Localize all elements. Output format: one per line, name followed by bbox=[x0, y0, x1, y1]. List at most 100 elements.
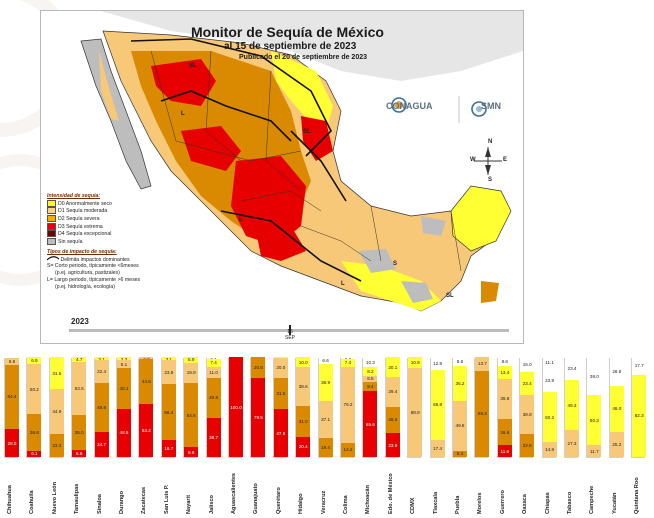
state-name-label: Colima bbox=[343, 495, 349, 514]
bar-segment-d2: 36.8 bbox=[27, 414, 42, 451]
bar-value-label: 26.6 bbox=[388, 417, 398, 423]
bar-segment-d2: 40.8 bbox=[206, 377, 221, 419]
bar-segment-d1: 38.8 bbox=[520, 395, 535, 435]
bar-value-label: 17.7 bbox=[634, 363, 644, 369]
legend-label: D0 Anormalmente seco bbox=[58, 200, 112, 207]
legend-label: Sin sequía bbox=[58, 239, 83, 246]
state-bar: 88.9 10.9 bbox=[407, 357, 423, 458]
bar-value-label: 6.5 bbox=[367, 376, 374, 382]
bar-segment-d0: 10.9 bbox=[408, 357, 423, 369]
state-bar: 16.7 56.4 23.8 3.1 bbox=[160, 357, 176, 458]
bar-value-label: 16.7 bbox=[164, 446, 174, 452]
bar-value-label: 7.4 bbox=[344, 360, 352, 366]
bar-value-label: 20.1 bbox=[388, 364, 398, 370]
bar-segment-d1: 39.8 bbox=[497, 379, 512, 419]
conagua-logo bbox=[391, 97, 407, 113]
bar-value-label: 39.8 bbox=[500, 396, 510, 402]
bar-value-label: 7.4 bbox=[210, 360, 217, 366]
state-name-label: Yucatán bbox=[611, 492, 618, 514]
legend-impact-s: S= Corto periodo, típicamente <6meses bbox=[47, 263, 139, 270]
bar-segment-d1: 6.8 bbox=[5, 357, 19, 365]
bar-segment-d0: 3.1 bbox=[94, 357, 109, 361]
bar-value-label: 3.1 bbox=[98, 357, 105, 361]
state-name-label: Zacatecas bbox=[141, 486, 148, 514]
bar-value-label: 20.4 bbox=[298, 444, 308, 450]
legend-item: Sin sequía bbox=[47, 238, 140, 246]
bar-segment-d0: 7.4 bbox=[341, 359, 355, 367]
bar-value-label: 11.1 bbox=[545, 360, 554, 366]
bar-value-label: 23.4 bbox=[522, 381, 532, 387]
map-title: Monitor de Sequía de México bbox=[191, 24, 384, 40]
bar-value-label: 23.4 bbox=[567, 366, 577, 372]
bar-segment-d0: 20.1 bbox=[385, 357, 400, 378]
bar-value-label: 13.4 bbox=[500, 369, 510, 375]
bar-segment-d0: 31.5 bbox=[49, 357, 64, 389]
bar-value-label: 6.4 bbox=[456, 451, 464, 457]
state-name-label: Sinaloa bbox=[96, 494, 103, 514]
legend-impact-title: Tipos de impacto de sequía: bbox=[47, 248, 117, 255]
timeline-marker: 15 SEP bbox=[285, 329, 295, 341]
bar-segment-none: 10.3 bbox=[363, 357, 378, 368]
compass-w: W bbox=[470, 157, 476, 163]
bar-value-label: 19.9 bbox=[186, 370, 196, 376]
legend-impact-line: Delimita impactos dominantes bbox=[46, 255, 140, 264]
bar-value-label: 38.7 bbox=[209, 435, 219, 441]
bar-value-label: 3.3 bbox=[120, 357, 128, 361]
bar-value-label: 10.9 bbox=[410, 360, 420, 366]
bar-value-label: 2.2 bbox=[341, 357, 355, 359]
bar-segment-d0: 10.0 bbox=[296, 357, 311, 367]
bar-segment-d2: 14.2 bbox=[341, 442, 355, 457]
bar-value-label: 88.9 bbox=[410, 410, 420, 416]
state-bar: 20.4 31.0 38.6 10.0 bbox=[295, 357, 311, 458]
legend-impact-l2: (p.ej. hidrología, ecología) bbox=[55, 283, 115, 290]
bar-segment-d1: 20.0 bbox=[273, 357, 288, 378]
bar-value-label: 0.7 bbox=[274, 357, 288, 358]
bar-segment-d1: 2.3 bbox=[139, 357, 154, 360]
bar-value-label: 82.3 bbox=[634, 413, 644, 419]
state-bar: 65.6 9.4 6.5 8.2 10.3 bbox=[362, 357, 378, 458]
state-name-label: Hidalgo bbox=[298, 493, 305, 514]
bar-value-label: 47.8 bbox=[276, 430, 286, 436]
legend-item: D0 Anormalmente seco bbox=[47, 199, 140, 208]
bar-value-label: 3.1 bbox=[165, 357, 172, 361]
bar-value-label: 2.3 bbox=[139, 357, 153, 359]
bar-value-label: 8.2 bbox=[367, 368, 374, 374]
legend-label: D4 Sequía excepcional bbox=[58, 231, 112, 238]
legend-item: D2 Sequía severa bbox=[47, 215, 140, 223]
legend-intensity-title: Intensidad de sequía: bbox=[47, 193, 101, 199]
bar-segment-d3: 6.1 bbox=[27, 450, 42, 457]
bar-segment-none: 17.7 bbox=[632, 357, 647, 375]
state-name-label: Veracruz bbox=[320, 490, 327, 514]
bar-value-label: 11.0 bbox=[209, 369, 218, 375]
legend-item: D1 Sequía moderada bbox=[47, 207, 140, 215]
bar-value-label: 28.8 bbox=[612, 368, 622, 374]
bar-segment-d0: 49.3 bbox=[565, 380, 579, 430]
bar-segment-d0: 50.2 bbox=[542, 392, 557, 443]
bar-value-label: 79.5 bbox=[253, 414, 263, 420]
bar-segment-d2: 40.1 bbox=[117, 368, 131, 409]
compass-rose bbox=[474, 147, 502, 175]
bar-segment-d2: 31.0 bbox=[296, 405, 311, 437]
compass-s: S bbox=[488, 177, 493, 183]
state-name-label: Tlaxcala bbox=[432, 491, 439, 514]
state-name-label: Morelos bbox=[477, 492, 484, 514]
bar-value-label: 36.9 bbox=[321, 379, 331, 385]
published-date: Publicado el 20 de septiembre de 2023 bbox=[239, 54, 367, 61]
state-name-label: Coahuila bbox=[29, 490, 36, 514]
state-bar: 6.1 36.8 50.2 6.9 bbox=[26, 357, 42, 458]
legend-swatch bbox=[47, 207, 56, 215]
bar-value-label: 29.4 bbox=[388, 389, 398, 395]
bar-segment-d2: 64.4 bbox=[5, 364, 19, 429]
bar-segment-d3: 28.0 bbox=[5, 429, 19, 457]
bar-value-label: 38.0 bbox=[589, 373, 599, 379]
timeline-year: 2023 bbox=[71, 317, 89, 326]
legend-label: D3 Sequía extrema bbox=[58, 223, 103, 230]
bar-value-label: 2.1 bbox=[207, 357, 221, 359]
bar-segment-d0: 7.4 bbox=[206, 359, 221, 367]
legend-swatch bbox=[47, 215, 56, 223]
state-name-label: Chihuahua bbox=[7, 485, 13, 514]
bar-value-label: 25.2 bbox=[612, 441, 622, 447]
state-name-label: CDMX bbox=[410, 497, 417, 514]
bar-value-label: 44.9 bbox=[52, 408, 62, 414]
bar-value-label: 53.2 bbox=[141, 427, 151, 433]
